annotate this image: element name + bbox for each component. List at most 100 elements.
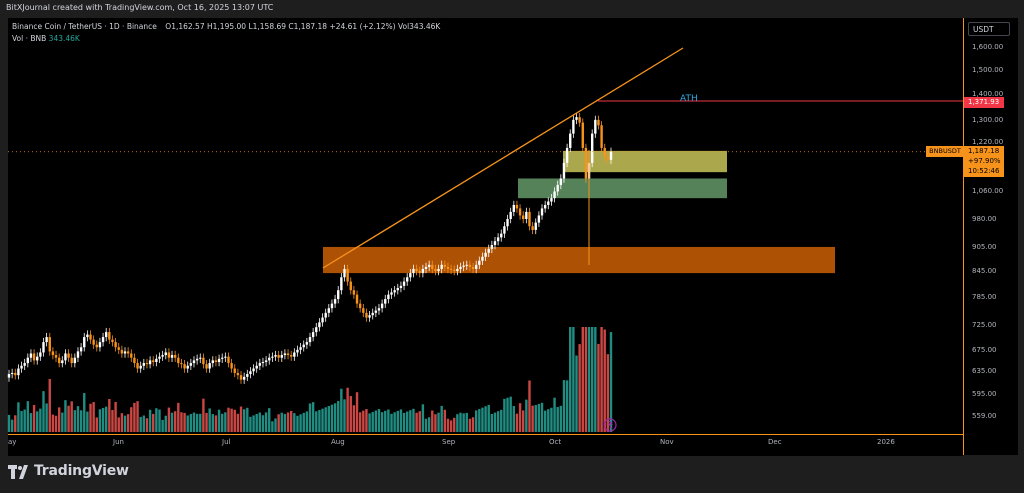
price-tick: 1,500.00 [972,65,1004,74]
volume-bar [32,404,36,432]
volume-bar [23,409,26,432]
candle-body [387,294,390,300]
candle-body [183,364,186,369]
month-label: Jun [113,438,124,446]
volume-bar [271,421,274,432]
candle-body [437,268,440,272]
month-label: Sep [442,438,456,446]
candle-body [242,376,246,380]
volume-bar [239,406,243,432]
volume-bar [95,417,98,432]
volume-bar [111,410,114,432]
month-label: Jul [222,438,231,446]
ath-label: ATH [680,94,698,104]
volume-bar [17,402,20,432]
candle-body [48,337,51,352]
legend-symbol: Binance Coin / TetherUS · 1D · Binance [12,22,157,31]
volume-bar [393,412,396,432]
candle-body [170,355,174,358]
candle-body [456,268,459,272]
volume-bar [550,407,553,432]
candle-body [597,119,600,126]
price-tick: 725.00 [972,320,997,329]
volume-bar [142,415,146,432]
candle-body [459,266,462,269]
volume-bar [609,332,613,432]
volume-bar [506,397,509,432]
volume-bar [242,409,246,432]
candle-body [324,312,327,318]
price-tick: 1,220.00 [972,138,1004,147]
price-axis[interactable] [963,18,1018,455]
volume-bar [145,418,149,432]
candle-body [365,312,368,318]
volume-bar [528,380,531,432]
candle-body [500,233,503,238]
candle-body [236,372,240,376]
candle-body [120,349,124,354]
candle-body [427,264,431,267]
candle-body [227,356,230,364]
currency-button[interactable]: USDT [968,22,1010,36]
candle-body [434,268,437,272]
chart-area[interactable] [8,18,963,455]
volume-bar [89,403,92,432]
time-axis[interactable] [8,434,963,456]
volume-bar [465,412,468,432]
volume-bar [161,419,164,432]
month-label: Aug [331,438,345,446]
candle-body [390,292,393,295]
volume-bar [236,413,240,432]
candle-body [296,349,299,353]
candle-body [57,357,61,364]
volume-bar [227,407,230,432]
tradingview-logo[interactable]: TradingView [8,463,129,479]
volume-bar [167,407,171,432]
candle-body [440,264,443,269]
volume-bar [459,412,462,432]
candle-body [327,308,331,313]
volume-bar [170,412,174,432]
candle-body [352,290,356,295]
volume-bar [484,406,487,432]
candle-body [29,353,33,358]
volume-bar [61,412,64,432]
volume-bar [384,410,387,432]
volume-bar [543,410,547,432]
volume-bar [293,413,296,432]
volume-bar [280,412,283,432]
candle-body [468,264,472,267]
price-tick: 1,600.00 [972,43,1004,51]
volume-bar [327,406,331,432]
volume-bar [10,419,14,432]
candle-body [409,273,412,278]
volume-bar [233,409,236,432]
volume-bar [575,355,578,432]
candle-body [117,347,120,350]
volume-bar [305,411,309,432]
volume-bar [572,327,575,432]
volume-bar [183,412,186,432]
candle-body [14,372,17,376]
volume-bar [559,405,563,432]
candle-body [493,241,497,246]
volume-bar [36,411,39,432]
volume-bar [252,415,255,432]
volume-bar [45,403,48,432]
candle-body [214,360,218,362]
candle-body [377,308,381,311]
candle-body [547,201,550,205]
volume-bar [192,412,196,432]
vol-value: 343.46K [48,34,80,43]
volume-bar [221,413,224,432]
candle-body [609,151,613,160]
candle-body [10,372,14,375]
month-label: ay [8,438,17,446]
candle-body [562,162,566,179]
candle-body [61,360,64,364]
volume-bar [261,415,265,432]
candle-body [167,352,171,358]
candle-body [522,215,525,220]
volume-bar [274,418,277,432]
price-tick: 675.00 [972,345,997,354]
